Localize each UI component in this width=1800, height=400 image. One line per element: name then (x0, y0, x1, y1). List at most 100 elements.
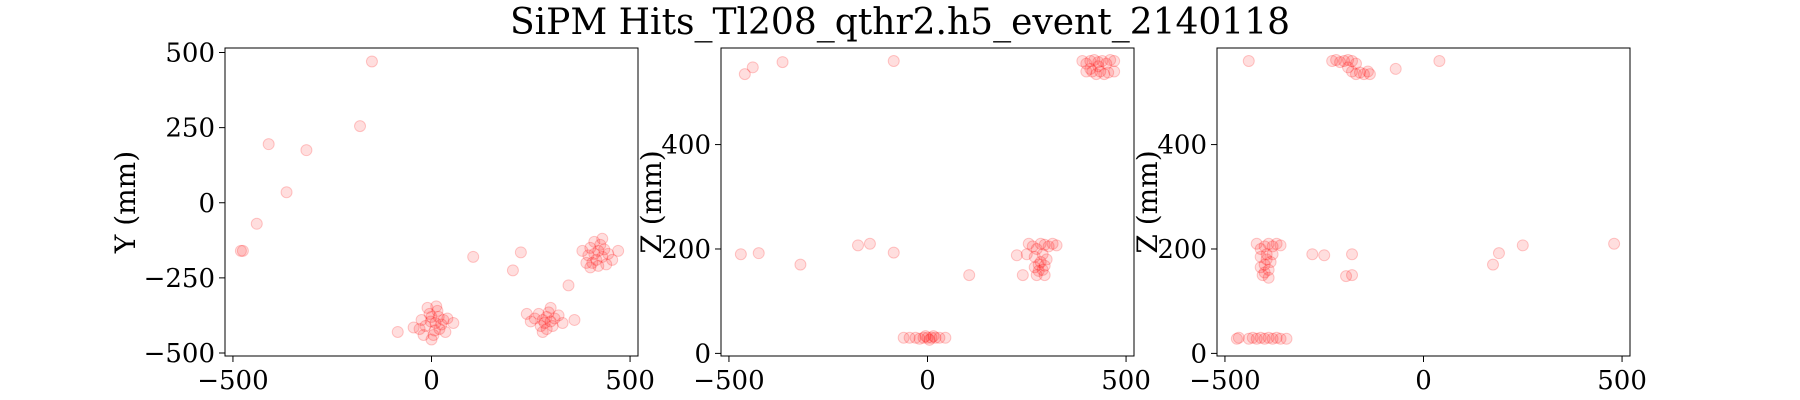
data-point (1258, 240, 1271, 253)
y-axis-label: Z (mm) (635, 150, 668, 253)
data-point (435, 318, 448, 331)
data-point (1050, 239, 1063, 252)
data-point (919, 330, 932, 343)
data-point (1334, 56, 1347, 69)
data-point (1108, 55, 1121, 68)
data-point (234, 244, 247, 257)
data-point (540, 322, 553, 335)
data-point (1230, 332, 1243, 345)
data-point (1030, 269, 1043, 282)
data-point (1262, 271, 1275, 284)
data-point (1246, 331, 1259, 344)
data-point (596, 250, 609, 263)
x-tick-label: −500 (1189, 366, 1260, 396)
y-tick-label: 0 (1190, 339, 1207, 369)
data-point (1318, 249, 1331, 262)
data-point (1258, 258, 1271, 271)
y-tick-label: 200 (1157, 235, 1207, 265)
data-point (1010, 249, 1023, 262)
data-point (1270, 331, 1283, 344)
data-point (588, 235, 601, 248)
data-point (532, 307, 545, 320)
data-point (433, 322, 446, 335)
data-point (1020, 248, 1033, 261)
data-point (584, 261, 597, 274)
data-point (1254, 331, 1267, 344)
data-point (524, 315, 537, 328)
data-point (546, 319, 559, 332)
data-point (598, 243, 611, 256)
data-point (1042, 240, 1055, 253)
data-point (1080, 57, 1093, 70)
data-point (536, 313, 549, 326)
data-point (430, 300, 443, 313)
data-point (1256, 269, 1269, 282)
data-point (887, 55, 900, 68)
data-point (1363, 68, 1376, 81)
data-point (1092, 56, 1105, 69)
data-point (576, 244, 589, 257)
y-tick-label: 400 (661, 131, 711, 161)
data-point (584, 241, 597, 254)
data-point (746, 61, 759, 74)
x-tick-label: −500 (197, 366, 268, 396)
data-point (441, 312, 454, 325)
data-point (542, 306, 555, 319)
y-tick-label: 0 (198, 189, 215, 219)
x-tick-label: −500 (693, 366, 764, 396)
data-point (588, 247, 601, 260)
data-point (897, 331, 910, 344)
data-point (1274, 239, 1287, 252)
data-point (1326, 55, 1339, 68)
data-point (1104, 54, 1117, 67)
axes-frame (1216, 47, 1631, 357)
x-tick-label: 0 (1415, 366, 1432, 396)
data-point (1100, 57, 1113, 70)
data-point (552, 309, 565, 322)
data-point (1486, 258, 1499, 271)
data-point (1516, 239, 1529, 252)
data-point (1254, 261, 1267, 274)
data-point (927, 330, 940, 343)
data-point (1028, 261, 1041, 274)
data-point (1250, 237, 1263, 250)
data-point (1266, 240, 1279, 253)
data-point (538, 316, 551, 329)
data-point (925, 331, 938, 344)
data-point (1076, 55, 1089, 68)
data-point (1330, 54, 1343, 67)
data-point (1262, 263, 1275, 276)
data-point (863, 237, 876, 250)
x-tick-label: 0 (919, 366, 936, 396)
axes-frame (720, 47, 1135, 357)
data-point (568, 313, 581, 326)
data-point (425, 310, 438, 323)
data-point (917, 331, 930, 344)
data-point (1357, 68, 1370, 81)
data-point (262, 138, 275, 151)
data-point (415, 313, 428, 326)
data-point (1250, 332, 1263, 345)
data-point (1034, 237, 1047, 250)
data-point (1433, 55, 1446, 68)
data-point (419, 319, 432, 332)
data-point (1340, 270, 1353, 283)
data-point (431, 304, 444, 317)
data-point (909, 331, 922, 344)
data-point (1036, 248, 1049, 261)
data-point (1038, 259, 1051, 272)
data-point (752, 247, 765, 260)
data-point (365, 55, 378, 68)
data-point (1038, 269, 1051, 282)
data-point (1046, 237, 1059, 250)
data-point (1038, 238, 1051, 251)
data-point (1254, 250, 1267, 263)
data-point (1346, 65, 1359, 78)
x-tick-label: 500 (605, 366, 655, 396)
data-point (1270, 237, 1283, 250)
data-point (421, 301, 434, 314)
data-point (1036, 263, 1049, 276)
